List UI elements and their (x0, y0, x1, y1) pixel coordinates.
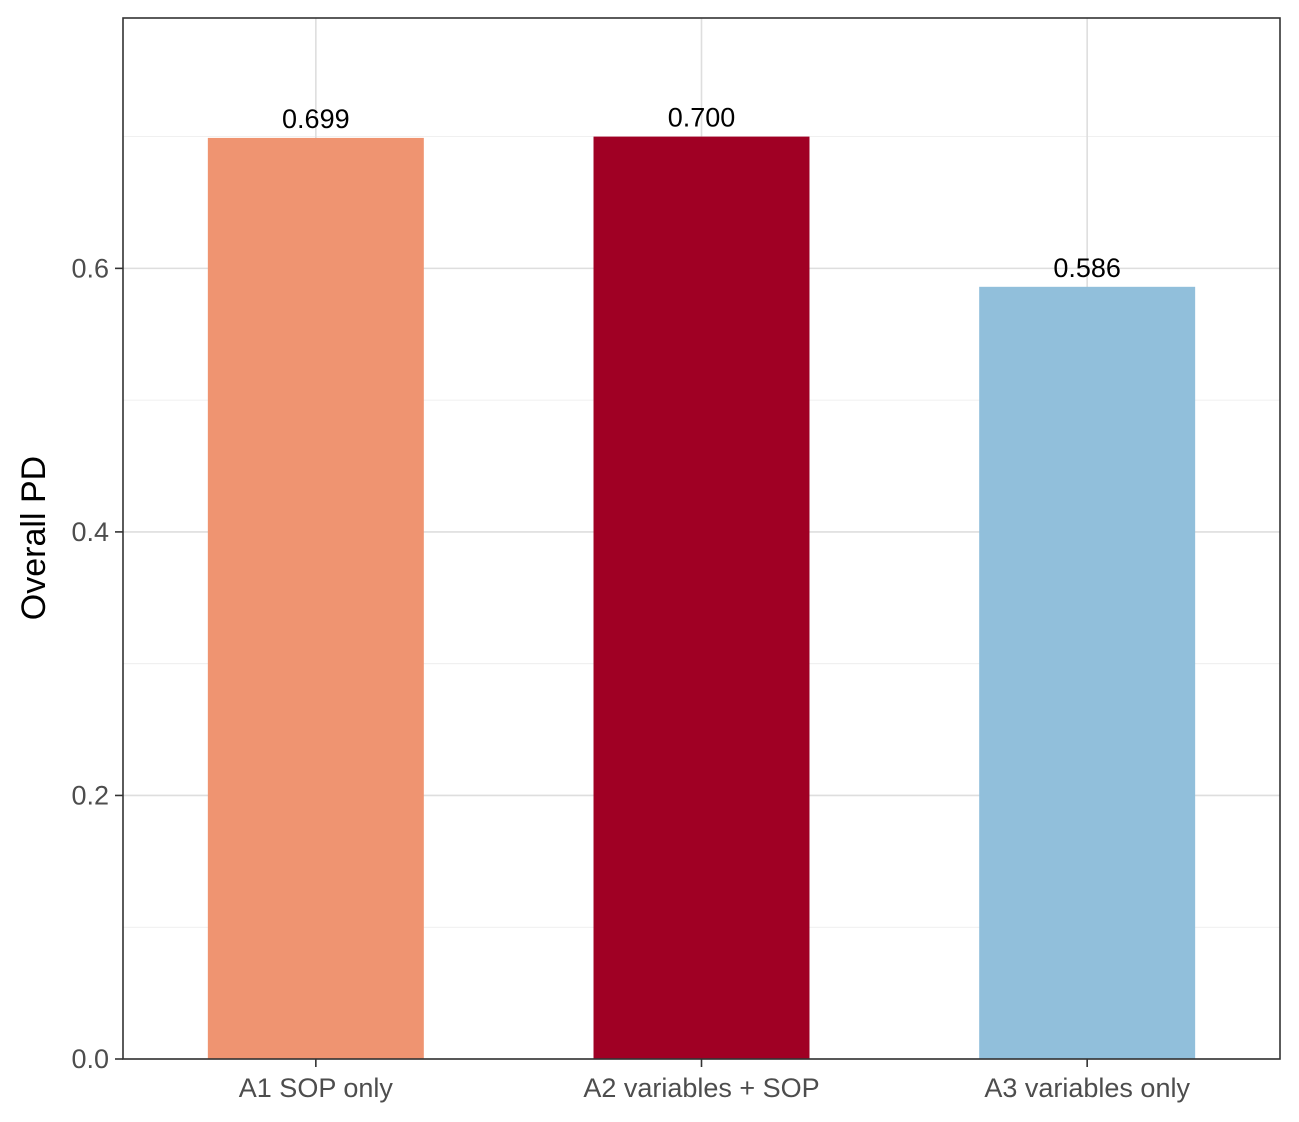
y-axis: 0.0 0.2 0.4 0.6 (71, 253, 123, 1074)
y-tick-label: 0.0 (71, 1044, 109, 1074)
bar-value-label: 0.586 (1053, 253, 1121, 283)
bar (207, 137, 424, 1059)
bar-value-label: 0.699 (282, 104, 350, 134)
x-tick-label: A3 variables only (984, 1073, 1190, 1103)
data-labels: 0.699 0.700 0.586 (282, 103, 1121, 283)
y-tick-label: 0.6 (71, 253, 109, 283)
x-tick-label: A1 SOP only (239, 1073, 394, 1103)
y-axis-title: Overall PD (15, 456, 53, 620)
bar-value-label: 0.700 (668, 103, 736, 133)
x-tick-label: A2 variables + SOP (583, 1073, 819, 1103)
y-tick-label: 0.2 (71, 780, 109, 810)
bars (207, 136, 1196, 1059)
bar (979, 286, 1196, 1059)
y-tick-label: 0.4 (71, 517, 109, 547)
bar (593, 136, 810, 1059)
x-axis: A1 SOP only A2 variables + SOP A3 variable… (239, 1059, 1190, 1103)
